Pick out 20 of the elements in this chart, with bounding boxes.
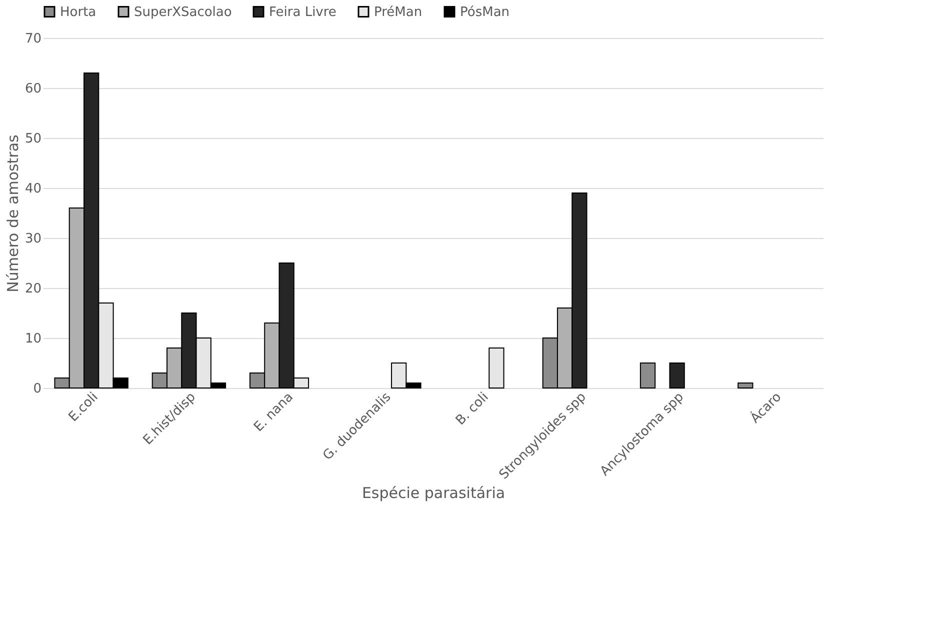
legend-label: Feira Livre: [269, 4, 336, 20]
y-tick-label: 60: [24, 82, 42, 96]
y-tick-label: 50: [24, 132, 42, 146]
x-tick-label: B. coli: [453, 390, 492, 428]
y-axis-title: Número de amostras: [4, 134, 22, 292]
bar: [488, 348, 504, 388]
bar: [669, 362, 685, 388]
y-tick-label: 10: [24, 332, 42, 346]
bar: [738, 382, 754, 388]
legend-label: PósMan: [460, 4, 510, 20]
y-tick-label: 70: [24, 32, 42, 46]
y-tick-label: 30: [24, 232, 42, 246]
y-tick-label: 0: [33, 382, 42, 396]
legend-label: PréMan: [374, 4, 422, 20]
y-tick-label: 20: [24, 282, 42, 296]
legend-label: SuperXSacolao: [134, 4, 232, 20]
bar: [640, 362, 656, 388]
legend-label: Horta: [60, 4, 96, 20]
y-tick-label: 40: [24, 182, 42, 196]
x-axis-title: Espécie parasitária: [362, 484, 506, 502]
